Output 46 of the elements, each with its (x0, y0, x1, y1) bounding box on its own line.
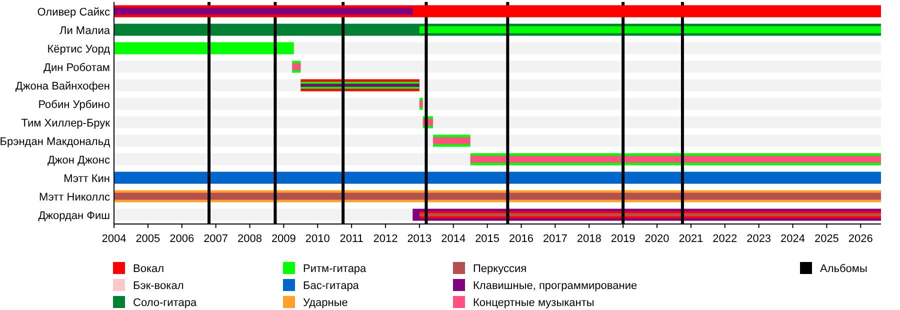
x-tick-label: 2010 (305, 233, 330, 245)
legend-label: Бас-гитара (303, 280, 360, 292)
x-tick-label: 2005 (136, 233, 160, 245)
x-tick-label: 2025 (814, 233, 839, 245)
bar (114, 8, 413, 15)
legend-label: Ритм-гитара (303, 263, 368, 275)
x-tick-label: 2013 (407, 233, 432, 245)
x-tick-label: 2004 (102, 233, 126, 245)
x-tick-label: 2011 (340, 233, 364, 245)
x-tick-label: 2016 (509, 233, 534, 245)
x-tick-label: 2006 (170, 233, 194, 245)
x-tick-label: 2014 (441, 233, 466, 245)
y-tick-label: Брэндан Макдональд (0, 136, 111, 148)
x-tick-label: 2026 (848, 233, 873, 245)
legend-label: Ударные (303, 297, 348, 309)
legend-label: Клавишные, программирование (473, 280, 638, 292)
x-tick-label: 2017 (542, 233, 568, 245)
x-tick-label: 2008 (238, 233, 262, 245)
legend-label: Вокал (133, 263, 164, 275)
y-tick-label: Джон Джонс (47, 154, 110, 166)
legend-label: Соло-гитара (133, 297, 198, 309)
y-tick-label: Джордан Фиш (38, 210, 110, 222)
x-tick-label: 2019 (610, 233, 636, 245)
x-tick-label: 2007 (204, 233, 228, 245)
y-tick-label: Джона Вайнхофен (15, 80, 110, 92)
y-tick-label: Оливер Сайкс (37, 6, 110, 18)
y-tick-label: Мэтт Николлс (38, 191, 110, 204)
x-tick-label: 2020 (644, 233, 670, 245)
x-tick-label: 2015 (475, 233, 500, 245)
legend-label: Концертные музыканты (473, 297, 594, 309)
x-tick-label: 2009 (271, 233, 296, 245)
x-tick-label: 2022 (712, 233, 738, 245)
y-tick-label: Ли Малиа (59, 24, 111, 37)
y-tick-label: Тим Хиллер-Брук (21, 117, 110, 130)
y-tick-label: Мэтт Кин (64, 172, 110, 185)
x-tick-label: 2021 (678, 233, 704, 245)
x-tick-label: 2024 (780, 233, 806, 245)
legend-label: Бэк-вокал (133, 280, 184, 292)
legend-label: Альбомы (820, 263, 868, 275)
x-tick-label: 2023 (746, 233, 772, 245)
y-tick-label: Кёртис Уорд (47, 43, 111, 56)
x-tick-label: 2018 (576, 233, 602, 245)
x-tick-label: 2012 (373, 233, 398, 245)
y-tick-label: Дин Роботам (44, 62, 110, 74)
legend-label: Перкуссия (473, 263, 527, 275)
y-tick-label: Робин Урбино (38, 98, 110, 111)
